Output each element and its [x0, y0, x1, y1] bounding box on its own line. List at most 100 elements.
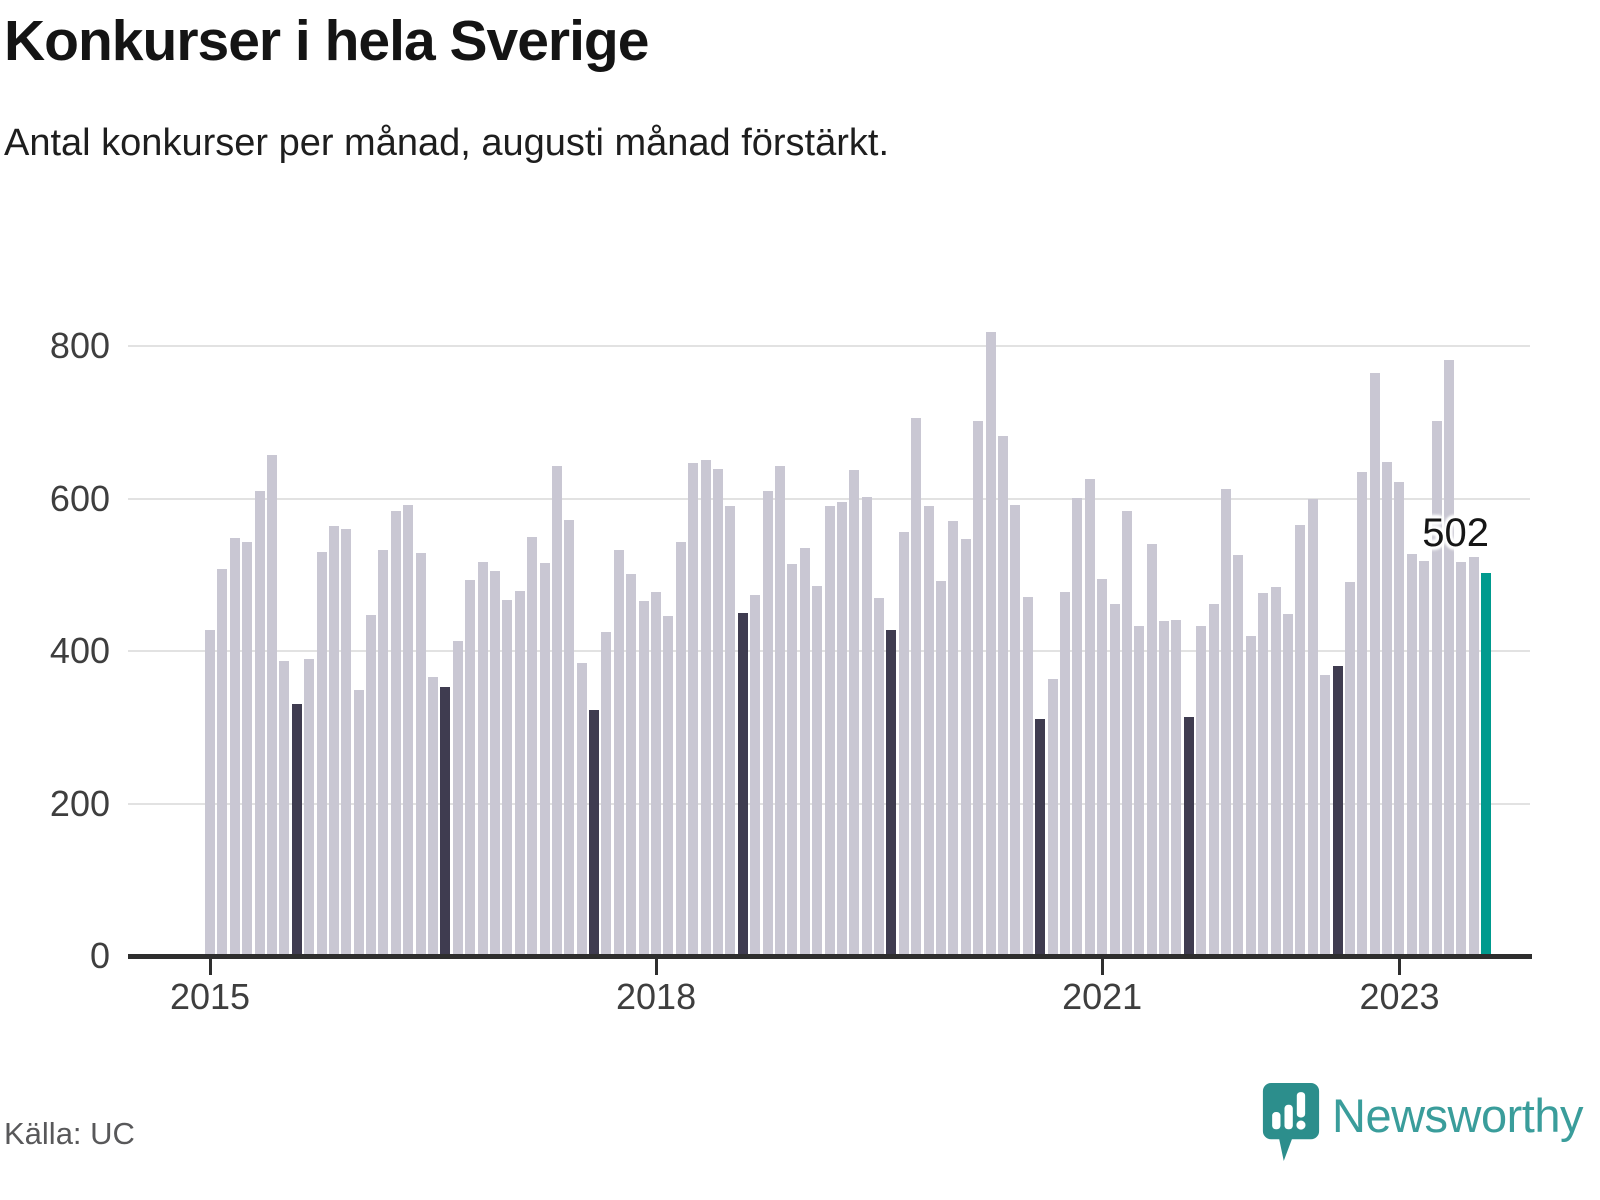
y-tick-label-800: 800 — [49, 325, 110, 366]
bar-2022-12 — [1382, 461, 1393, 956]
bar-2016-08 — [440, 686, 451, 956]
bar-2018-04 — [688, 462, 699, 956]
bar-2023-07 — [1468, 557, 1479, 956]
y-tick-label-0: 0 — [89, 935, 110, 976]
bar-2022-09 — [1344, 582, 1355, 956]
bar-2016-02 — [366, 615, 377, 956]
y-tick-label-400: 400 — [49, 630, 110, 671]
bar-2020-04 — [985, 332, 996, 956]
bar-2020-10 — [1059, 592, 1070, 956]
bar-2020-11 — [1072, 497, 1083, 956]
bar-2019-05 — [849, 470, 860, 956]
bar-2023-01 — [1394, 481, 1405, 956]
bar-2021-10 — [1208, 603, 1219, 956]
bar-2019-01 — [799, 548, 810, 956]
bar-2019-09 — [898, 532, 909, 956]
bar-2019-11 — [923, 506, 934, 956]
bar-2021-06 — [1159, 620, 1170, 956]
bar-2017-05 — [551, 466, 562, 956]
bar-2015-09 — [304, 659, 315, 956]
bar-2023-08 — [1481, 573, 1492, 956]
bar-2016-09 — [452, 641, 463, 956]
bar-2015-06 — [266, 455, 277, 956]
x-tick-mark-2023 — [1397, 959, 1401, 975]
bar-2021-11 — [1221, 488, 1232, 956]
bar-2015-02 — [217, 568, 228, 956]
bar-2018-11 — [774, 465, 785, 956]
bar-2020-05 — [997, 435, 1008, 956]
bar-2018-01 — [651, 591, 662, 956]
newsworthy-logo[interactable]: Newsworthy — [1262, 1082, 1583, 1172]
bar-2015-03 — [229, 538, 240, 956]
bar-2016-07 — [428, 676, 439, 956]
bar-2015-04 — [242, 541, 253, 956]
x-tick-mark-2015 — [208, 959, 212, 975]
bar-2017-09 — [601, 631, 612, 956]
bar-2021-09 — [1196, 625, 1207, 956]
bar-2022-02 — [1258, 593, 1269, 956]
bar-2023-06 — [1456, 561, 1467, 956]
y-tick-label-600: 600 — [49, 477, 110, 519]
chart-subtitle: Antal konkurser per månad, augusti månad… — [4, 122, 890, 164]
bar-2023-05 — [1444, 359, 1455, 956]
bar-2020-02 — [960, 538, 971, 956]
bar-2018-03 — [675, 541, 686, 956]
bar-2016-11 — [477, 561, 488, 956]
bar-2017-02 — [514, 590, 525, 956]
gridline-600 — [128, 497, 1530, 500]
bar-2021-01 — [1097, 578, 1108, 956]
bar-2017-01 — [502, 599, 513, 956]
bar-2018-05 — [700, 459, 711, 956]
x-tick-label-2015: 2015 — [169, 976, 251, 1017]
bar-2019-03 — [824, 506, 835, 956]
bar-2018-10 — [762, 490, 773, 956]
y-tick-label-200: 200 — [49, 782, 110, 824]
bar-2022-04 — [1282, 613, 1293, 956]
bar-2022-11 — [1369, 373, 1380, 956]
x-tick-label-2023: 2023 — [1359, 976, 1440, 1017]
bar-2021-02 — [1109, 604, 1120, 956]
bar-2020-12 — [1084, 479, 1095, 956]
x-tick-mark-2021 — [1100, 959, 1104, 975]
bar-2019-07 — [874, 597, 885, 956]
bar-2017-10 — [613, 549, 624, 956]
bar-2016-12 — [489, 570, 500, 956]
chart-bars-icon — [1272, 1112, 1281, 1130]
bar-2017-04 — [539, 563, 550, 956]
x-tick-label-2018: 2018 — [616, 976, 697, 1017]
gridline-800 — [128, 345, 1530, 347]
bar-2023-02 — [1406, 554, 1417, 956]
newsworthy-badge-icon — [1262, 1082, 1320, 1167]
bar-2022-07 — [1320, 674, 1331, 956]
bar-2017-08 — [589, 709, 600, 956]
x-tick-mark-2018 — [654, 959, 658, 975]
bar-2020-06 — [1010, 504, 1021, 956]
bar-2015-05 — [254, 490, 265, 956]
bar-2017-07 — [576, 663, 587, 956]
bar-2021-08 — [1183, 717, 1194, 956]
x-tick-label-2021: 2021 — [1062, 976, 1143, 1017]
bar-2020-07 — [1022, 596, 1033, 956]
bar-2016-01 — [353, 689, 364, 956]
bar-2017-06 — [564, 519, 575, 956]
bar-2016-03 — [378, 550, 389, 956]
bar-2019-12 — [936, 580, 947, 956]
bar-2021-12 — [1233, 554, 1244, 956]
page-title: Konkurser i hela Sverige — [4, 9, 649, 73]
bar-2022-01 — [1245, 635, 1256, 956]
bar-2021-07 — [1171, 619, 1182, 956]
bar-2016-06 — [415, 553, 426, 956]
bar-2015-07 — [279, 660, 290, 956]
bar-2018-09 — [750, 595, 761, 956]
bar-2019-06 — [861, 496, 872, 956]
bar-2017-12 — [638, 601, 649, 956]
bar-2018-07 — [725, 506, 736, 956]
accent-value-annotation: 502 — [1422, 511, 1489, 556]
bar-2019-02 — [812, 586, 823, 956]
bar-2022-05 — [1295, 525, 1306, 956]
bar-2018-06 — [713, 468, 723, 956]
bar-2019-10 — [911, 417, 922, 956]
bar-2016-05 — [403, 505, 414, 956]
bar-2019-04 — [836, 501, 847, 956]
